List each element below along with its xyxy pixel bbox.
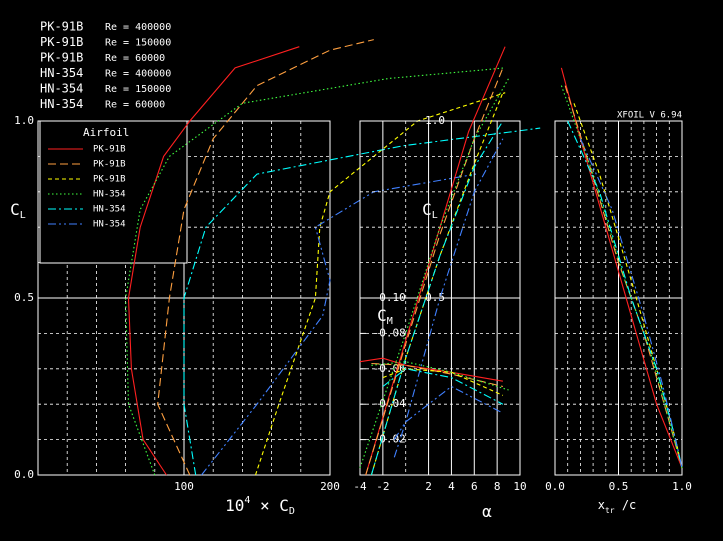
axis-label-part: C <box>422 200 432 219</box>
axis-label: CL <box>10 200 26 222</box>
y-tick-label: 1.0 <box>14 114 34 127</box>
legend-box <box>39 120 188 264</box>
axis-label: α <box>482 502 492 521</box>
x-tick-label: 100 <box>174 480 194 493</box>
run-name: HN-354 <box>40 66 83 80</box>
run-name: PK-91B <box>40 20 83 34</box>
axis-label-part: 4 <box>244 495 250 506</box>
axis-label-part: 10 <box>225 496 244 515</box>
legend-label: HN-354 <box>93 190 126 200</box>
run-re: Re = 400000 <box>105 69 171 80</box>
x-tick-label: -4 <box>353 480 367 493</box>
plot-frame <box>554 120 683 476</box>
series-line <box>157 39 374 476</box>
axis-label-part: × C <box>250 496 289 515</box>
plot-frame <box>359 120 521 476</box>
axis-label: CM <box>377 306 393 328</box>
series-line <box>370 120 504 476</box>
axis-label-part: x <box>598 498 605 512</box>
series-line <box>382 368 504 396</box>
run-re: Re = 150000 <box>105 84 171 95</box>
run-name: PK-91B <box>40 51 83 65</box>
series-line <box>370 92 504 476</box>
run-name: PK-91B <box>40 35 83 49</box>
x-tick-label: 1.0 <box>672 480 692 493</box>
run-re: Re = 150000 <box>105 38 171 49</box>
run-name: HN-354 <box>40 97 83 111</box>
axis-label-part: tr <box>605 506 615 515</box>
run-re: Re = 60000 <box>105 53 165 64</box>
y-tick-label: 0.5 <box>425 291 445 304</box>
series-line <box>359 357 503 382</box>
series-line <box>382 368 504 405</box>
legend-label: HN-354 <box>93 220 126 230</box>
axis-label-part: M <box>387 316 393 327</box>
legend-label: PK-91B <box>93 175 126 185</box>
axis-label: xtr /c <box>598 498 637 515</box>
run-re: Re = 400000 <box>105 22 171 33</box>
y-tick-label: 0.5 <box>14 291 34 304</box>
y-tick-label: 0.0 <box>14 468 34 481</box>
x-tick-label: 8 <box>494 480 501 493</box>
legend-label: PK-91B <box>93 145 126 155</box>
x-tick-label: 4 <box>448 480 455 493</box>
series-line <box>393 138 504 458</box>
series-line <box>125 67 506 476</box>
axis-label-part: L <box>20 210 26 221</box>
x-tick-label: 6 <box>471 480 478 493</box>
y2-tick-label: -0.10 <box>373 291 406 304</box>
x-tick-label: -2 <box>376 480 389 493</box>
x-tick-label: 10 <box>513 480 526 493</box>
axis-label-part: C <box>10 200 20 219</box>
series-line <box>560 85 683 469</box>
legend-title: Airfoil <box>83 126 129 139</box>
y2-tick-label: -0.08 <box>373 326 406 339</box>
axis-label-part: D <box>289 506 295 517</box>
x-tick-label: 0.0 <box>545 480 565 493</box>
x-tick-label: 0.5 <box>609 480 629 493</box>
x-tick-label: 2 <box>425 480 432 493</box>
x-tick-label: 200 <box>320 480 340 493</box>
legend-label: HN-354 <box>93 205 126 215</box>
series-line <box>371 362 504 388</box>
series-line <box>365 46 506 476</box>
series-line <box>183 127 541 476</box>
series-line <box>393 385 504 440</box>
run-name: HN-354 <box>40 82 83 96</box>
legend-label: PK-91B <box>93 160 126 170</box>
series-line <box>127 46 300 476</box>
series-line <box>365 67 504 476</box>
run-re: Re = 60000 <box>105 100 165 111</box>
axis-label-part: C <box>377 306 387 325</box>
axis-label-part: L <box>432 210 438 221</box>
series-line <box>573 103 683 469</box>
axis-label-part: /c <box>615 498 637 512</box>
axis-label-part: α <box>482 502 492 521</box>
axis-label: 104 × CD <box>225 495 295 517</box>
series-line <box>579 138 683 469</box>
axis-label: CL <box>422 200 438 222</box>
series-line <box>371 361 509 391</box>
version: XFOIL V 6.94 <box>617 111 682 121</box>
